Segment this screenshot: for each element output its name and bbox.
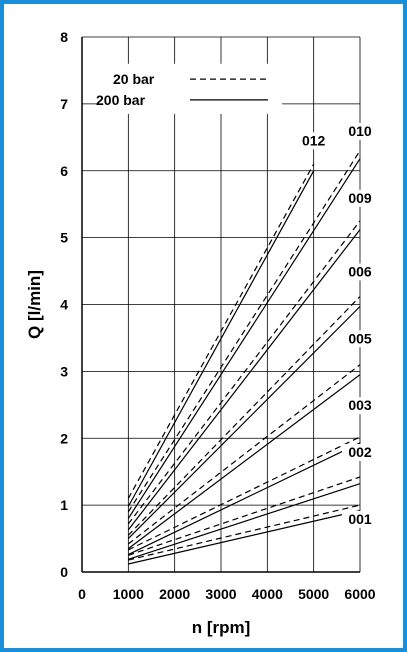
legend-background xyxy=(102,63,282,114)
legend: 20 bar 200 bar xyxy=(96,63,282,114)
x-tick-label: 4000 xyxy=(252,586,283,602)
curve-label-background xyxy=(342,397,378,415)
y-tick-label: 1 xyxy=(60,497,68,513)
curve-label-001: 001 xyxy=(348,511,372,527)
legend-label-20-bar: 20 bar xyxy=(113,71,155,87)
y-tick-label: 5 xyxy=(60,230,68,246)
x-tick-label: 5000 xyxy=(298,586,329,602)
x-tick-label: 3000 xyxy=(205,586,236,602)
x-axis-label: n [rpm] xyxy=(192,618,251,637)
series-line-006-200bar xyxy=(127,229,361,531)
series-line-012-20bar xyxy=(127,163,315,499)
y-tick-label: 7 xyxy=(60,96,68,112)
x-tick-label: 6000 xyxy=(344,586,375,602)
series-line-001-200bar xyxy=(128,509,361,565)
series-line-003-200bar xyxy=(127,374,361,550)
legend-label-200-bar: 200 bar xyxy=(96,92,146,108)
series-lines xyxy=(127,150,361,565)
y-tick-label: 2 xyxy=(60,430,68,446)
series-line-003-20bar xyxy=(127,364,361,545)
x-tick-label: 2000 xyxy=(159,586,190,602)
series-line-006-20bar xyxy=(127,220,361,525)
axes xyxy=(81,37,360,573)
curve-label-background xyxy=(342,189,378,207)
series-line-009-20bar xyxy=(127,150,361,513)
curve-label-002: 002 xyxy=(348,444,372,460)
y-tick-label: 8 xyxy=(60,29,68,45)
series-line-001-20bar xyxy=(128,504,361,561)
y-axis-label: Q [l/min] xyxy=(25,270,44,339)
series-line-002-20bar xyxy=(128,436,361,551)
curve-label-background xyxy=(342,263,378,281)
curve-label-background xyxy=(295,132,332,150)
curve-labels: 001 002 003 005 006 009 010 012 xyxy=(295,122,378,528)
series-line-005-20bar xyxy=(127,296,361,536)
curve-label-background xyxy=(342,330,378,348)
curve-label-010: 010 xyxy=(348,123,372,139)
x-tick-label: 1000 xyxy=(113,586,144,602)
curve-label-005: 005 xyxy=(348,330,372,346)
curve-label-006: 006 xyxy=(348,263,372,279)
curve-label-background xyxy=(342,510,378,528)
y-tick-label: 4 xyxy=(60,297,68,313)
curve-label-012: 012 xyxy=(302,132,326,148)
series-line-009-200bar xyxy=(127,158,361,519)
y-tick-label: 3 xyxy=(60,363,68,379)
y-tick-label: 0 xyxy=(60,564,68,580)
curve-label-background xyxy=(342,443,378,461)
series-line-005-200bar xyxy=(127,306,361,540)
curve-label-003: 003 xyxy=(348,397,372,413)
series-line-unlabeled-200bar xyxy=(128,483,361,560)
curve-label-background xyxy=(342,122,378,140)
series-line-unlabeled-20bar xyxy=(128,476,361,556)
curve-label-009: 009 xyxy=(348,190,372,206)
series-line-012-200bar xyxy=(127,170,315,507)
grid xyxy=(81,36,361,573)
x-tick-label: 0 xyxy=(78,586,86,602)
series-line-002-200bar xyxy=(128,442,361,556)
y-tick-label: 6 xyxy=(60,163,68,179)
